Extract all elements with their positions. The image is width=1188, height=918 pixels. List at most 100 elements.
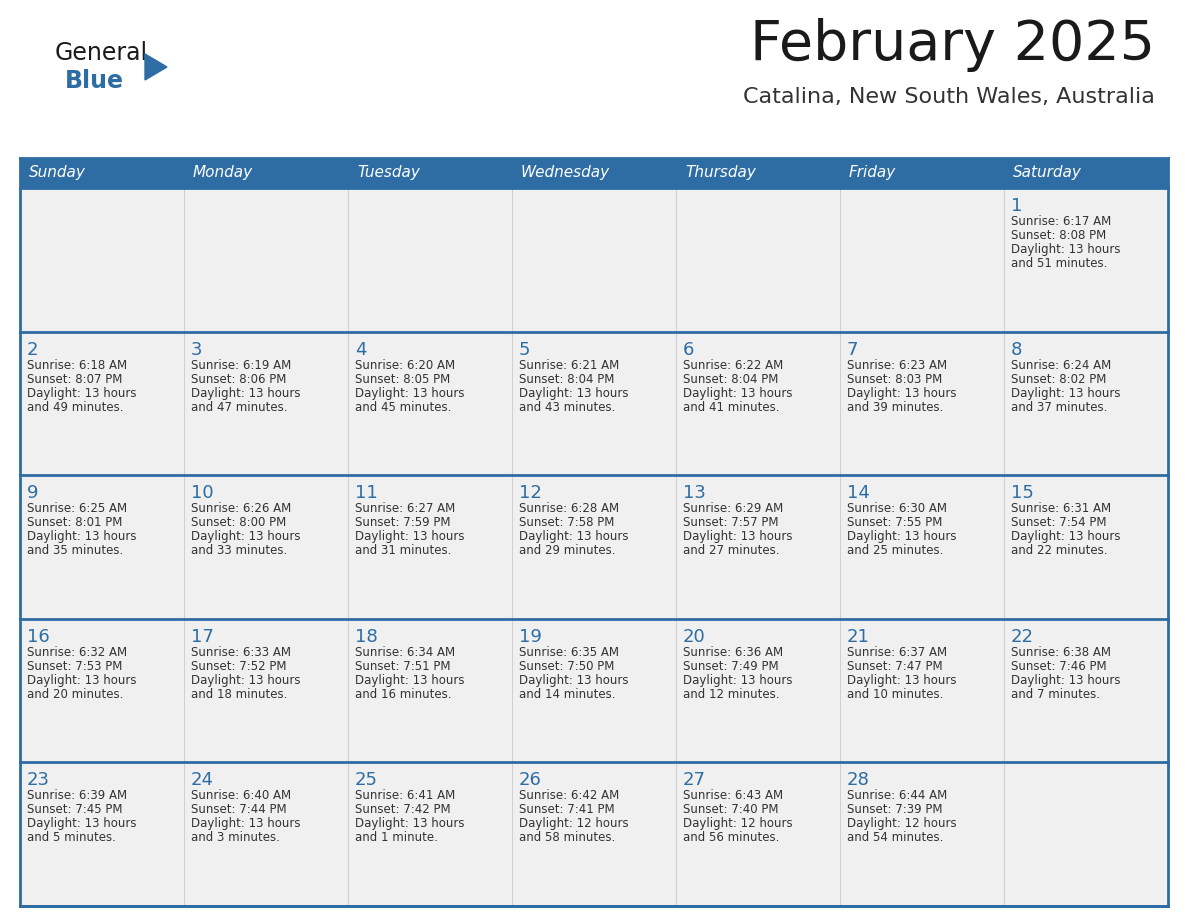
Text: 9: 9 xyxy=(27,484,38,502)
Bar xyxy=(184,476,348,619)
Text: Sunset: 7:42 PM: Sunset: 7:42 PM xyxy=(355,803,450,816)
Text: Daylight: 13 hours: Daylight: 13 hours xyxy=(27,531,137,543)
Text: and 22 minutes.: and 22 minutes. xyxy=(1011,544,1107,557)
Text: 3: 3 xyxy=(191,341,202,359)
Text: Sunrise: 6:34 AM: Sunrise: 6:34 AM xyxy=(355,645,455,659)
Bar xyxy=(512,331,676,476)
Text: Sunrise: 6:32 AM: Sunrise: 6:32 AM xyxy=(27,645,127,659)
Text: Daylight: 13 hours: Daylight: 13 hours xyxy=(847,386,956,399)
Bar xyxy=(1004,763,1168,906)
Text: Daylight: 13 hours: Daylight: 13 hours xyxy=(355,386,465,399)
Text: 26: 26 xyxy=(519,771,542,789)
Text: Daylight: 13 hours: Daylight: 13 hours xyxy=(1011,386,1120,399)
Text: Daylight: 13 hours: Daylight: 13 hours xyxy=(191,674,301,687)
Text: Daylight: 13 hours: Daylight: 13 hours xyxy=(847,674,956,687)
Text: Sunset: 7:54 PM: Sunset: 7:54 PM xyxy=(1011,516,1106,529)
Text: Sunrise: 6:36 AM: Sunrise: 6:36 AM xyxy=(683,645,783,659)
Text: Daylight: 12 hours: Daylight: 12 hours xyxy=(683,817,792,831)
Text: and 31 minutes.: and 31 minutes. xyxy=(355,544,451,557)
Bar xyxy=(184,619,348,763)
Text: Sunrise: 6:29 AM: Sunrise: 6:29 AM xyxy=(683,502,783,515)
Text: Sunrise: 6:35 AM: Sunrise: 6:35 AM xyxy=(519,645,619,659)
Text: Sunset: 7:39 PM: Sunset: 7:39 PM xyxy=(847,803,942,816)
Text: Sunset: 7:58 PM: Sunset: 7:58 PM xyxy=(519,516,614,529)
Text: Daylight: 13 hours: Daylight: 13 hours xyxy=(191,817,301,831)
Text: Daylight: 13 hours: Daylight: 13 hours xyxy=(27,674,137,687)
Text: 25: 25 xyxy=(355,771,378,789)
Bar xyxy=(348,763,512,906)
Text: Sunset: 8:05 PM: Sunset: 8:05 PM xyxy=(355,373,450,386)
Bar xyxy=(348,158,512,188)
Text: 4: 4 xyxy=(355,341,367,359)
Text: Sunset: 8:02 PM: Sunset: 8:02 PM xyxy=(1011,373,1106,386)
Text: Sunday: Sunday xyxy=(29,165,86,181)
Bar xyxy=(20,158,184,188)
Bar xyxy=(676,476,840,619)
Text: 8: 8 xyxy=(1011,341,1023,359)
Bar xyxy=(512,476,676,619)
Text: Daylight: 13 hours: Daylight: 13 hours xyxy=(355,531,465,543)
Text: Sunrise: 6:40 AM: Sunrise: 6:40 AM xyxy=(191,789,291,802)
Bar xyxy=(840,763,1004,906)
Text: and 3 minutes.: and 3 minutes. xyxy=(191,832,280,845)
Text: February 2025: February 2025 xyxy=(750,18,1155,72)
Text: and 39 minutes.: and 39 minutes. xyxy=(847,400,943,414)
Text: 12: 12 xyxy=(519,484,542,502)
Text: Monday: Monday xyxy=(192,165,253,181)
Text: Sunset: 7:46 PM: Sunset: 7:46 PM xyxy=(1011,660,1107,673)
Text: Sunset: 8:04 PM: Sunset: 8:04 PM xyxy=(519,373,614,386)
Bar xyxy=(676,158,840,188)
Text: 19: 19 xyxy=(519,628,542,645)
Text: 24: 24 xyxy=(191,771,214,789)
Text: and 14 minutes.: and 14 minutes. xyxy=(519,688,615,700)
Text: Catalina, New South Wales, Australia: Catalina, New South Wales, Australia xyxy=(744,87,1155,107)
Text: and 49 minutes.: and 49 minutes. xyxy=(27,400,124,414)
Text: Daylight: 13 hours: Daylight: 13 hours xyxy=(27,386,137,399)
Text: and 20 minutes.: and 20 minutes. xyxy=(27,688,124,700)
Text: and 45 minutes.: and 45 minutes. xyxy=(355,400,451,414)
Text: Daylight: 13 hours: Daylight: 13 hours xyxy=(1011,531,1120,543)
Text: Daylight: 13 hours: Daylight: 13 hours xyxy=(1011,243,1120,256)
Text: Sunset: 8:00 PM: Sunset: 8:00 PM xyxy=(191,516,286,529)
Bar xyxy=(20,331,184,476)
Text: and 51 minutes.: and 51 minutes. xyxy=(1011,257,1107,270)
Bar xyxy=(512,188,676,331)
Text: and 12 minutes.: and 12 minutes. xyxy=(683,688,779,700)
Text: Sunrise: 6:33 AM: Sunrise: 6:33 AM xyxy=(191,645,291,659)
Text: Friday: Friday xyxy=(849,165,896,181)
Text: 10: 10 xyxy=(191,484,214,502)
Text: Daylight: 12 hours: Daylight: 12 hours xyxy=(519,817,628,831)
Text: and 27 minutes.: and 27 minutes. xyxy=(683,544,779,557)
Text: Sunrise: 6:25 AM: Sunrise: 6:25 AM xyxy=(27,502,127,515)
Text: and 58 minutes.: and 58 minutes. xyxy=(519,832,615,845)
Text: and 35 minutes.: and 35 minutes. xyxy=(27,544,124,557)
Bar xyxy=(20,188,184,331)
Text: Sunset: 7:44 PM: Sunset: 7:44 PM xyxy=(191,803,286,816)
Text: Blue: Blue xyxy=(65,69,124,93)
Text: Sunrise: 6:43 AM: Sunrise: 6:43 AM xyxy=(683,789,783,802)
Text: Sunrise: 6:27 AM: Sunrise: 6:27 AM xyxy=(355,502,455,515)
Text: 13: 13 xyxy=(683,484,706,502)
Bar xyxy=(184,763,348,906)
Text: Daylight: 13 hours: Daylight: 13 hours xyxy=(191,386,301,399)
Text: Daylight: 13 hours: Daylight: 13 hours xyxy=(27,817,137,831)
Text: and 18 minutes.: and 18 minutes. xyxy=(191,688,287,700)
Text: Sunset: 7:47 PM: Sunset: 7:47 PM xyxy=(847,660,942,673)
Text: 22: 22 xyxy=(1011,628,1034,645)
Text: 18: 18 xyxy=(355,628,378,645)
Text: Sunset: 8:06 PM: Sunset: 8:06 PM xyxy=(191,373,286,386)
Text: Wednesday: Wednesday xyxy=(522,165,611,181)
Text: and 29 minutes.: and 29 minutes. xyxy=(519,544,615,557)
Text: Sunset: 7:53 PM: Sunset: 7:53 PM xyxy=(27,660,122,673)
Text: Tuesday: Tuesday xyxy=(358,165,419,181)
Text: 28: 28 xyxy=(847,771,870,789)
Text: Daylight: 13 hours: Daylight: 13 hours xyxy=(519,531,628,543)
Text: 16: 16 xyxy=(27,628,50,645)
Text: and 25 minutes.: and 25 minutes. xyxy=(847,544,943,557)
Text: Sunrise: 6:23 AM: Sunrise: 6:23 AM xyxy=(847,359,947,372)
Text: Sunrise: 6:20 AM: Sunrise: 6:20 AM xyxy=(355,359,455,372)
Bar xyxy=(1004,476,1168,619)
Text: Sunset: 8:01 PM: Sunset: 8:01 PM xyxy=(27,516,122,529)
Text: Sunrise: 6:19 AM: Sunrise: 6:19 AM xyxy=(191,359,291,372)
Text: Sunrise: 6:17 AM: Sunrise: 6:17 AM xyxy=(1011,215,1111,228)
